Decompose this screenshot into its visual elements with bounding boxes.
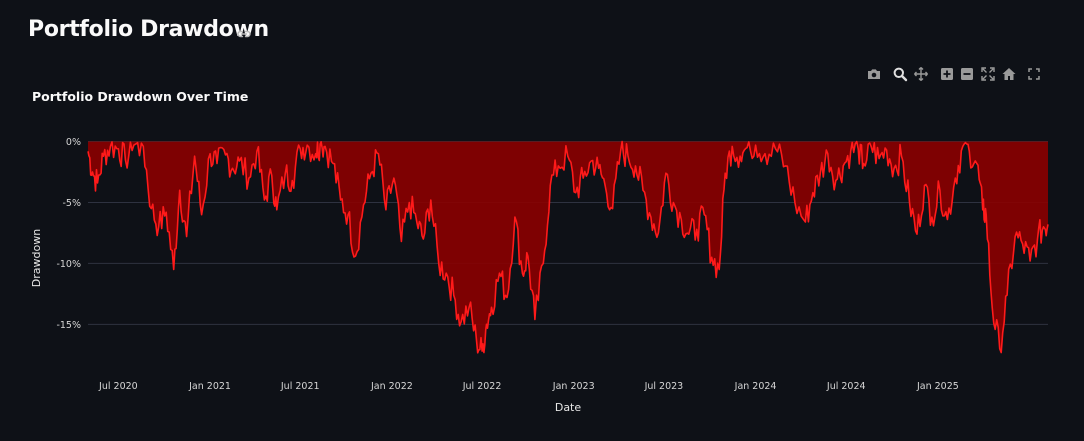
y-tick-label: 0% <box>66 137 81 148</box>
page-title: Portfolio Drawdown <box>28 17 269 42</box>
fullscreen-icon[interactable] <box>1026 66 1042 82</box>
zoom-out-icon[interactable] <box>959 66 975 82</box>
camera-icon[interactable] <box>866 66 882 82</box>
x-tick-label: Jan 2021 <box>188 381 231 392</box>
y-axis-ticks: 0% -5% -10% -15% <box>56 137 81 331</box>
y-tick-label: -15% <box>56 320 81 331</box>
x-tick-label: Jan 2025 <box>916 381 959 392</box>
zoom-icon[interactable] <box>892 66 908 82</box>
x-tick-label: Jan 2023 <box>552 381 595 392</box>
x-tick-label: Jan 2022 <box>370 381 413 392</box>
x-tick-label: Jul 2023 <box>644 381 684 392</box>
pan-icon[interactable] <box>913 66 929 82</box>
x-axis-label: Date <box>555 401 582 414</box>
y-tick-label: -5% <box>63 198 82 209</box>
drawdown-area <box>88 141 1048 353</box>
x-tick-label: Jul 2020 <box>98 381 138 392</box>
link-icon[interactable] <box>236 26 252 42</box>
autoscale-icon[interactable] <box>980 66 996 82</box>
y-tick-label: -10% <box>56 259 81 270</box>
chart-title: Portfolio Drawdown Over Time <box>32 89 249 104</box>
x-tick-label: Jul 2024 <box>826 381 866 392</box>
x-tick-label: Jul 2021 <box>280 381 320 392</box>
drawdown-line <box>87 140 1049 354</box>
x-axis-ticks: Jul 2020 Jan 2021 Jul 2021 Jan 2022 Jul 2022… <box>98 381 959 392</box>
x-tick-label: Jul 2022 <box>462 381 502 392</box>
y-axis-label: Drawdown <box>30 229 43 287</box>
home-icon[interactable] <box>1001 66 1017 82</box>
x-tick-label: Jan 2024 <box>734 381 777 392</box>
zoom-in-icon[interactable] <box>939 66 955 82</box>
